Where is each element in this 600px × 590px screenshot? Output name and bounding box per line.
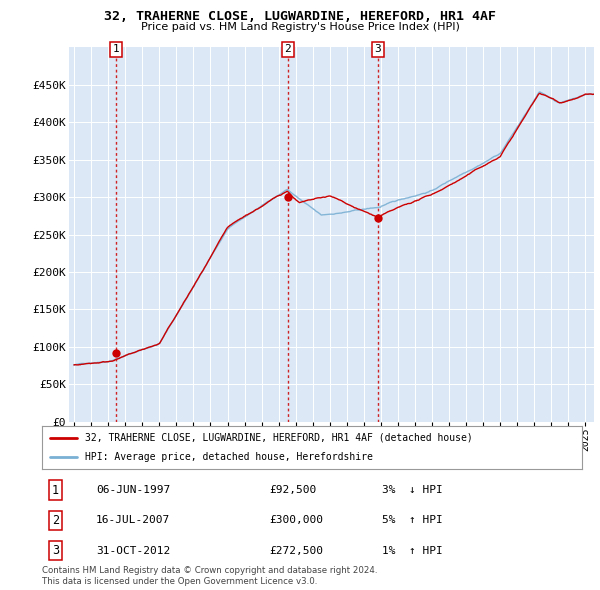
Text: 32, TRAHERNE CLOSE, LUGWARDINE, HEREFORD, HR1 4AF: 32, TRAHERNE CLOSE, LUGWARDINE, HEREFORD…	[104, 10, 496, 23]
Text: £272,500: £272,500	[269, 546, 323, 556]
Text: 3: 3	[52, 544, 59, 557]
Text: Price paid vs. HM Land Registry's House Price Index (HPI): Price paid vs. HM Land Registry's House …	[140, 22, 460, 32]
Text: 06-JUN-1997: 06-JUN-1997	[96, 486, 170, 495]
Text: 3%  ↓ HPI: 3% ↓ HPI	[382, 486, 443, 495]
Text: £92,500: £92,500	[269, 486, 316, 495]
Text: 2: 2	[284, 44, 291, 54]
Text: 5%  ↑ HPI: 5% ↑ HPI	[382, 516, 443, 526]
Text: HPI: Average price, detached house, Herefordshire: HPI: Average price, detached house, Here…	[85, 453, 373, 463]
Text: 16-JUL-2007: 16-JUL-2007	[96, 516, 170, 526]
Text: £300,000: £300,000	[269, 516, 323, 526]
Text: 31-OCT-2012: 31-OCT-2012	[96, 546, 170, 556]
Text: 1: 1	[52, 484, 59, 497]
Text: 1%  ↑ HPI: 1% ↑ HPI	[382, 546, 443, 556]
Text: Contains HM Land Registry data © Crown copyright and database right 2024.
This d: Contains HM Land Registry data © Crown c…	[42, 566, 377, 586]
Text: 2: 2	[52, 514, 59, 527]
Text: 3: 3	[374, 44, 382, 54]
Text: 1: 1	[112, 44, 119, 54]
Text: 32, TRAHERNE CLOSE, LUGWARDINE, HEREFORD, HR1 4AF (detached house): 32, TRAHERNE CLOSE, LUGWARDINE, HEREFORD…	[85, 432, 473, 442]
